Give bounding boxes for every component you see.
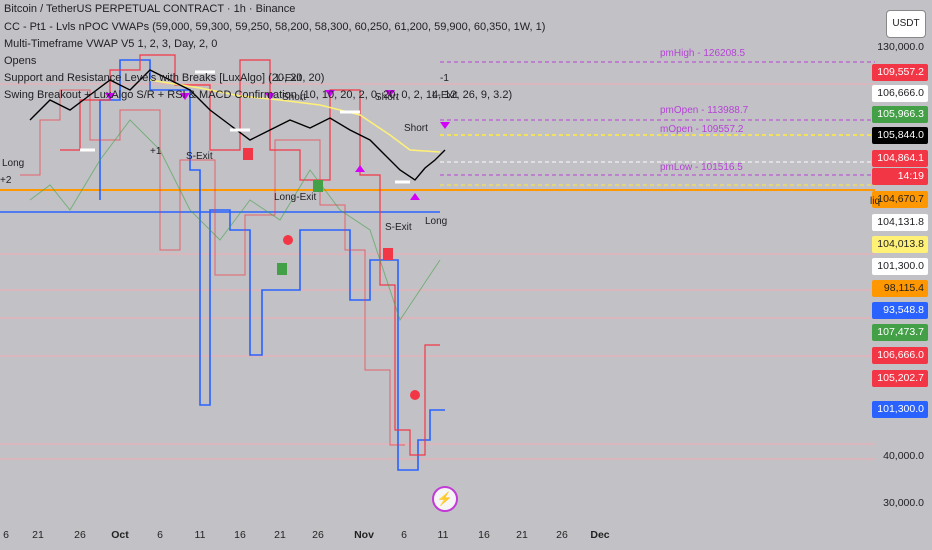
price-tag: 109,557.2: [872, 64, 928, 81]
time-tick: 21: [32, 529, 44, 541]
price-tag: 105,202.7: [872, 370, 928, 387]
price-tag: 98,115.4: [872, 280, 928, 297]
time-tick: 26: [312, 529, 324, 541]
level-pmopen: pmOpen - 113988.7: [660, 105, 749, 116]
price-tag: 105,966.3: [872, 106, 928, 123]
signal-label: S-Exit: [385, 222, 412, 233]
time-tick: 11: [437, 529, 449, 541]
price-tag: 107,473.7: [872, 324, 928, 341]
price-tick: 40,000.0: [883, 450, 924, 462]
price-tick: 130,000.0: [877, 41, 924, 53]
signal-label: S-Exit: [186, 151, 213, 162]
price-tag-last: 105,844.0: [872, 127, 928, 144]
signal-label: -1: [440, 73, 449, 84]
time-tick: 26: [556, 529, 568, 541]
lightning-logo-icon[interactable]: ⚡: [432, 486, 458, 512]
price-tag: 104,864.1: [872, 150, 928, 167]
buy-marker: [277, 263, 287, 275]
signal-label: Long: [425, 216, 448, 227]
time-tick: 26: [74, 529, 86, 541]
price-tag: 106,666.0: [872, 347, 928, 364]
time-tick: 11: [194, 529, 206, 541]
time-tick: Dec: [590, 529, 610, 541]
level-pmhigh: pmHigh - 126208.5: [660, 48, 746, 59]
time-tick: 6: [401, 529, 407, 541]
time-tick: 6: [3, 529, 9, 541]
currency-button[interactable]: USDT: [886, 10, 926, 38]
time-tick: 21: [274, 529, 286, 541]
long-marker: [313, 180, 323, 192]
signal-label: +1: [150, 146, 162, 157]
price-tag: 104,131.8: [872, 214, 928, 231]
price-tag: 104,013.8: [872, 236, 928, 253]
liq-label: liq: [870, 196, 881, 207]
indicator-sr-luxalgo[interactable]: Support and Resistance Levels with Break…: [4, 72, 325, 84]
countdown-tag: 14:19: [872, 168, 928, 185]
time-tick: Nov: [354, 529, 374, 541]
indicator-swing-breakout[interactable]: Swing Breakout + LuxAlgo S/R + RSI & MAC…: [4, 89, 513, 101]
signal-label: +2: [0, 175, 12, 186]
indicator-npoc-vwaps[interactable]: CC - Pt1 - Lvls nPOC VWAPs (59,000, 59,3…: [4, 21, 546, 33]
price-tick: 30,000.0: [883, 497, 924, 509]
price-tag: 101,300.0: [872, 401, 928, 418]
signal-label: Short: [282, 92, 306, 103]
time-tick: 6: [157, 529, 163, 541]
price-tag: 104,670.7: [872, 191, 928, 208]
signal-label: L-Exit: [432, 90, 458, 101]
signal-label: Short: [404, 123, 428, 134]
indicator-opens[interactable]: Opens: [4, 55, 37, 67]
short-marker: [383, 248, 393, 260]
signal-label: Long: [2, 158, 25, 169]
time-tick: 21: [516, 529, 528, 541]
price-tag: 106,666.0: [872, 85, 928, 102]
signal-label: Short: [375, 92, 399, 103]
indicator-mtf-vwap[interactable]: Multi-Timeframe VWAP V5 1, 2, 3, Day, 2,…: [4, 38, 218, 50]
signal-label: Long-Exit: [274, 192, 317, 203]
price-tag: 101,300.0: [872, 258, 928, 275]
level-mopen: mOpen - 109557.2: [660, 124, 744, 135]
price-tag: 93,548.8: [872, 302, 928, 319]
signal-label: L-Exit: [276, 73, 302, 84]
level-pmlow: pmLow - 101516.5: [660, 162, 743, 173]
time-tick: 16: [478, 529, 490, 541]
time-tick: 16: [234, 529, 246, 541]
time-tick: Oct: [111, 529, 129, 541]
symbol-title[interactable]: Bitcoin / TetherUS PERPETUAL CONTRACT · …: [4, 3, 296, 15]
short-marker: [243, 148, 253, 160]
